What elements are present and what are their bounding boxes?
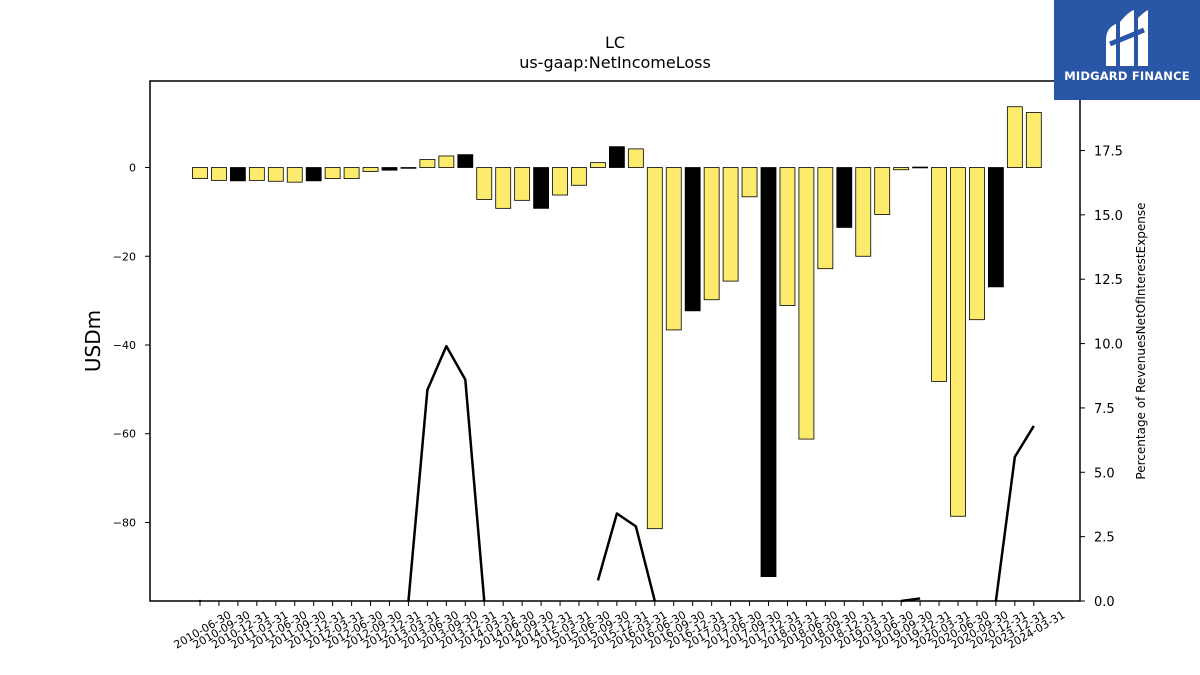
bar-2018-09-30 [817,167,834,270]
bar-2012-03-31 [324,167,341,180]
bar-2012-12-31 [381,167,398,171]
y2-tick-label: 0.0 [1094,595,1115,610]
y2-tick-label: 2.5 [1094,531,1115,546]
bar-2018-12-31 [836,167,853,228]
bar-2019-09-30 [893,167,910,171]
bar-2012-09-30 [362,167,379,172]
bar-2011-09-30 [286,167,303,183]
bar-2013-06-30 [419,159,436,168]
bar-2014-03-31 [476,167,493,200]
bar-2016-06-30 [646,167,663,530]
bar-2015-03-31 [552,167,568,196]
bar-2011-03-31 [248,167,265,181]
bar-2017-12-31 [760,167,777,577]
bar-2019-12-31 [912,166,928,169]
bar-2015-06-30 [571,167,587,186]
bar-2014-12-31 [533,167,549,209]
logo-text: MIDGARD FINANCE [1064,69,1190,83]
bar-2020-09-30 [969,167,985,321]
bar-2014-09-30 [514,167,531,201]
bar-2016-12-31 [684,167,701,312]
line-segment-4 [994,425,1035,602]
bar-2014-06-30 [495,167,512,209]
bar-2018-03-31 [779,167,796,306]
y-axis-right: 0.0 2.5 5.0 7.5 10.0 12.5 15.0 17.5 [1080,145,1123,610]
bar-2017-06-30 [722,167,739,282]
bar-2018-06-30 [798,167,815,440]
bar-2024-03-31 [1025,112,1042,168]
y-tick-label: −60 [113,428,136,441]
y-tick-label: −40 [113,339,136,352]
y2-tick-label: 10.0 [1094,338,1123,353]
y2-tick-label: 7.5 [1094,402,1115,417]
logo-mark-icon [1106,10,1148,66]
bar-2017-09-30 [741,167,758,198]
y2-tick-label: 5.0 [1094,466,1115,481]
bar-2013-12-31 [457,154,474,168]
line-segment-3 [900,597,921,603]
bar-2023-12-31 [1006,106,1023,168]
y-axis-label: USDm [81,310,105,372]
bar-2017-03-31 [703,167,720,301]
chart-subtitle: us-gaap:NetIncomeLoss [519,53,711,72]
x-axis: 2010-06-302010-09-302010-12-312011-03-31… [172,601,1067,652]
bar-2010-06-30 [192,167,208,180]
bar-2016-03-31 [627,148,644,168]
y-tick-label: −20 [113,250,136,263]
midgard-finance-logo: MIDGARD FINANCE [1054,0,1200,100]
bar-2011-12-31 [305,167,322,182]
bar-2015-12-31 [609,146,625,168]
bar-2020-03-31 [931,167,947,382]
chart-title: LC [605,33,625,52]
y-tick-label: 0 [129,162,136,175]
y2-tick-label: 15.0 [1094,209,1123,224]
y2-tick-label: 12.5 [1094,273,1123,288]
y-tick-label: −80 [113,516,136,529]
bar-2011-06-30 [267,167,284,182]
bar-2016-09-30 [665,167,682,331]
bar-2015-09-30 [590,162,606,168]
bar-2020-12-31 [988,167,1004,288]
line-segment-2 [596,512,657,602]
bar-2019-06-30 [874,167,891,215]
bar-2010-09-30 [211,167,227,181]
bar-2020-06-30 [950,167,966,517]
plot-frame [149,80,1081,602]
y2-tick-label: 17.5 [1094,145,1123,160]
y-axis-left: 0 −20 −40 −60 −80 [113,162,150,529]
bar-2012-06-30 [343,167,360,180]
y2-axis-label: Percentage of RevenuesNetOfInterestExpen… [1134,202,1148,479]
line-segment-1 [407,344,486,602]
line-group [198,344,1035,603]
bar-2013-03-31 [400,167,417,169]
bar-2010-12-31 [229,167,246,182]
bar-2013-09-30 [438,155,455,168]
bar-2019-03-31 [855,167,872,257]
bars-group [192,106,1042,577]
